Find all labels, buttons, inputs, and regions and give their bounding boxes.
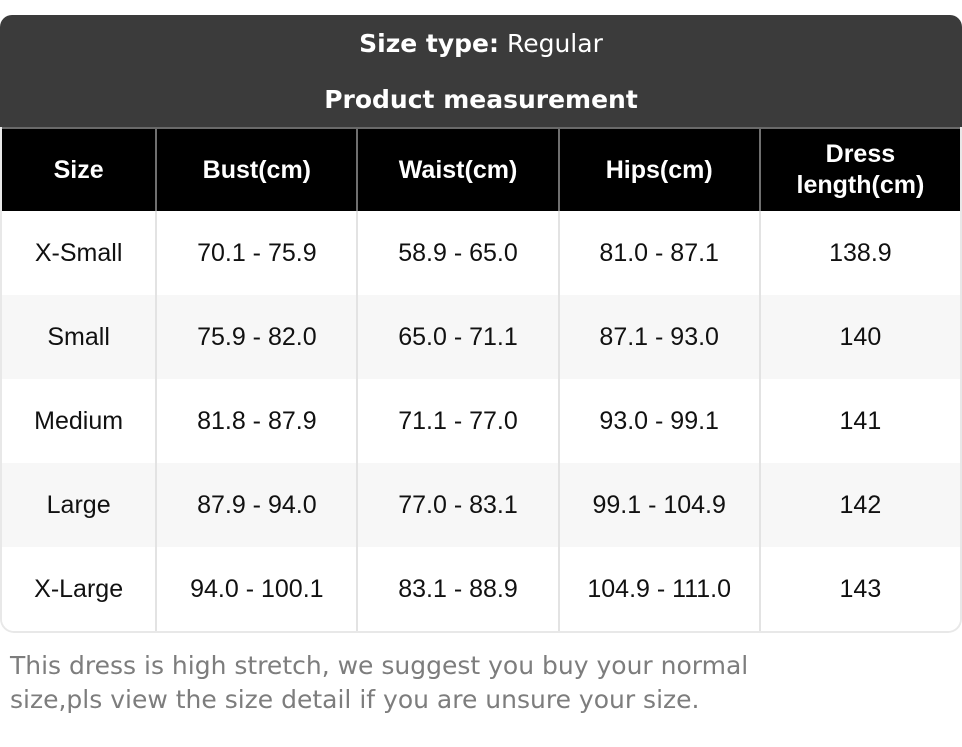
column-header-hips: Hips(cm)	[557, 129, 759, 211]
waist-cell: 71.1 - 77.0	[356, 379, 558, 463]
size-table-row: Medium 81.8 - 87.9 71.1 - 77.0 93.0 - 99…	[2, 379, 960, 463]
size-table-wrapper: Size Bust(cm) Waist(cm) Hips(cm) Dress l…	[0, 127, 962, 633]
size-table-row: Large 87.9 - 94.0 77.0 - 83.1 99.1 - 104…	[2, 463, 960, 547]
bust-cell: 75.9 - 82.0	[155, 295, 357, 379]
dress-length-cell: 142	[758, 463, 960, 547]
column-header-waist: Waist(cm)	[356, 129, 558, 211]
size-table-row: Small 75.9 - 82.0 65.0 - 71.1 87.1 - 93.…	[2, 295, 960, 379]
waist-cell: 65.0 - 71.1	[356, 295, 558, 379]
size-cell: Large	[2, 463, 156, 547]
hips-cell: 104.9 - 111.0	[557, 547, 759, 631]
size-note-line-1: This dress is high stretch, we suggest y…	[10, 651, 749, 680]
size-type-label: Size type:	[359, 29, 500, 58]
waist-cell: 83.1 - 88.9	[356, 547, 558, 631]
size-table: Size Bust(cm) Waist(cm) Hips(cm) Dress l…	[2, 127, 960, 631]
bust-cell: 94.0 - 100.1	[155, 547, 357, 631]
size-note-line-2: size,pls view the size detail if you are…	[10, 685, 700, 714]
size-type-line: Size type: Regular	[0, 29, 962, 59]
dress-length-cell: 143	[758, 547, 960, 631]
product-measurement-title: Product measurement	[324, 85, 638, 114]
hips-cell: 87.1 - 93.0	[557, 295, 759, 379]
size-table-header-row: Size Bust(cm) Waist(cm) Hips(cm) Dress l…	[2, 129, 960, 211]
dress-length-cell: 140	[758, 295, 960, 379]
column-header-dress-length: Dress length(cm)	[758, 129, 960, 211]
size-chart-header: Size type: Regular Product measurement	[0, 15, 962, 127]
column-header-bust: Bust(cm)	[155, 129, 357, 211]
size-chart-card: Size type: Regular Product measurement S…	[0, 15, 962, 633]
waist-cell: 58.9 - 65.0	[356, 211, 558, 295]
hips-cell: 81.0 - 87.1	[557, 211, 759, 295]
size-cell: X-Large	[2, 547, 156, 631]
bust-cell: 70.1 - 75.9	[155, 211, 357, 295]
waist-cell: 77.0 - 83.1	[356, 463, 558, 547]
size-cell: Medium	[2, 379, 156, 463]
size-cell: Small	[2, 295, 156, 379]
size-note: This dress is high stretch, we suggest y…	[10, 649, 952, 717]
column-header-size: Size	[2, 129, 156, 211]
hips-cell: 93.0 - 99.1	[557, 379, 759, 463]
hips-cell: 99.1 - 104.9	[557, 463, 759, 547]
dress-length-cell: 138.9	[758, 211, 960, 295]
size-type-value: Regular	[506, 29, 603, 58]
dress-length-cell: 141	[758, 379, 960, 463]
size-table-row: X-Large 94.0 - 100.1 83.1 - 88.9 104.9 -…	[2, 547, 960, 631]
size-table-row: X-Small 70.1 - 75.9 58.9 - 65.0 81.0 - 8…	[2, 211, 960, 295]
size-cell: X-Small	[2, 211, 156, 295]
bust-cell: 81.8 - 87.9	[155, 379, 357, 463]
bust-cell: 87.9 - 94.0	[155, 463, 357, 547]
